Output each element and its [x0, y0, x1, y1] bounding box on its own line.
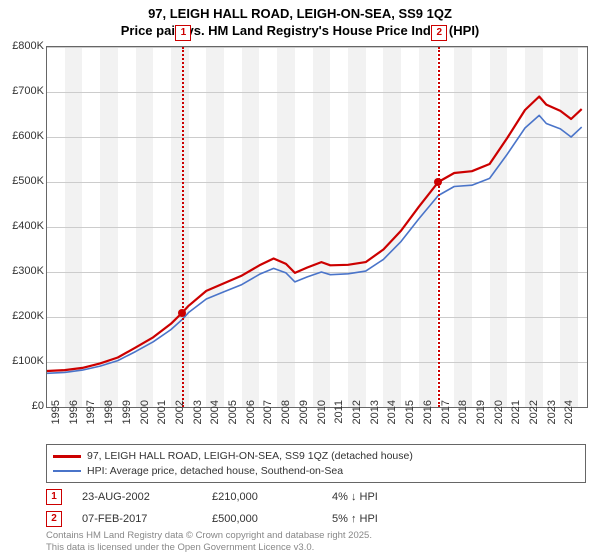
x-axis-label: 1998: [103, 400, 115, 440]
sale-delta: 4% ↓ HPI: [332, 491, 422, 503]
x-axis-label: 2004: [209, 400, 221, 440]
chart-lines-svg: [47, 47, 587, 407]
y-axis-label: £800K: [0, 40, 44, 52]
x-axis-label: 2021: [510, 400, 522, 440]
x-axis-label: 2017: [440, 400, 452, 440]
chart-title: 97, LEIGH HALL ROAD, LEIGH-ON-SEA, SS9 1…: [0, 0, 600, 42]
reference-marker: 2: [431, 25, 447, 41]
y-axis-label: £300K: [0, 265, 44, 277]
x-axis-label: 2006: [245, 400, 257, 440]
x-axis-label: 2011: [333, 400, 345, 440]
x-axis-label: 2012: [351, 400, 363, 440]
footnote-line: Contains HM Land Registry data © Crown c…: [46, 530, 372, 542]
table-row: 2 07-FEB-2017 £500,000 5% ↑ HPI: [46, 508, 586, 530]
x-axis-label: 1997: [85, 400, 97, 440]
y-axis-label: £400K: [0, 220, 44, 232]
x-axis-label: 2016: [422, 400, 434, 440]
x-axis-label: 2020: [493, 400, 505, 440]
x-axis-label: 2013: [369, 400, 381, 440]
legend-item: HPI: Average price, detached house, Sout…: [53, 464, 579, 479]
table-row: 1 23-AUG-2002 £210,000 4% ↓ HPI: [46, 486, 586, 508]
y-axis-label: £600K: [0, 130, 44, 142]
x-axis-label: 2014: [386, 400, 398, 440]
x-axis-label: 2024: [563, 400, 575, 440]
x-axis-label: 2018: [457, 400, 469, 440]
sale-point-marker: [178, 309, 186, 317]
sales-table: 1 23-AUG-2002 £210,000 4% ↓ HPI 2 07-FEB…: [46, 486, 586, 530]
reference-marker: 1: [175, 25, 191, 41]
x-axis-label: 2010: [316, 400, 328, 440]
legend-swatch: [53, 470, 81, 472]
x-axis-label: 2000: [139, 400, 151, 440]
x-axis-label: 2001: [156, 400, 168, 440]
x-axis-label: 2003: [192, 400, 204, 440]
x-axis-label: 2002: [174, 400, 186, 440]
title-line-2: Price paid vs. HM Land Registry's House …: [0, 23, 600, 40]
y-axis-label: £200K: [0, 310, 44, 322]
sale-marker-icon: 1: [46, 489, 62, 505]
x-axis-label: 2019: [475, 400, 487, 440]
legend-item: 97, LEIGH HALL ROAD, LEIGH-ON-SEA, SS9 1…: [53, 449, 579, 464]
legend-swatch: [53, 455, 81, 458]
sale-date: 23-AUG-2002: [82, 491, 192, 503]
x-axis-label: 2015: [404, 400, 416, 440]
x-axis-label: 2005: [227, 400, 239, 440]
y-axis-label: £100K: [0, 355, 44, 367]
x-axis-label: 2008: [280, 400, 292, 440]
sale-price: £210,000: [212, 491, 312, 503]
y-axis-label: £700K: [0, 85, 44, 97]
x-axis-label: 1996: [68, 400, 80, 440]
sale-point-marker: [434, 178, 442, 186]
y-axis-label: £0: [0, 400, 44, 412]
sale-marker-icon: 2: [46, 511, 62, 527]
x-axis-label: 2022: [528, 400, 540, 440]
sale-date: 07-FEB-2017: [82, 513, 192, 525]
legend: 97, LEIGH HALL ROAD, LEIGH-ON-SEA, SS9 1…: [46, 444, 586, 483]
sale-price: £500,000: [212, 513, 312, 525]
footnote-line: This data is licensed under the Open Gov…: [46, 542, 372, 554]
title-line-1: 97, LEIGH HALL ROAD, LEIGH-ON-SEA, SS9 1…: [0, 6, 600, 23]
x-axis-label: 1995: [50, 400, 62, 440]
footnote: Contains HM Land Registry data © Crown c…: [46, 530, 372, 554]
x-axis-label: 2009: [298, 400, 310, 440]
legend-label: 97, LEIGH HALL ROAD, LEIGH-ON-SEA, SS9 1…: [87, 449, 413, 464]
x-axis-label: 2007: [262, 400, 274, 440]
x-axis-label: 1999: [121, 400, 133, 440]
chart-plot-area: 12: [46, 46, 588, 408]
x-axis-label: 2023: [546, 400, 558, 440]
sale-delta: 5% ↑ HPI: [332, 513, 422, 525]
legend-label: HPI: Average price, detached house, Sout…: [87, 464, 343, 479]
y-axis-label: £500K: [0, 175, 44, 187]
